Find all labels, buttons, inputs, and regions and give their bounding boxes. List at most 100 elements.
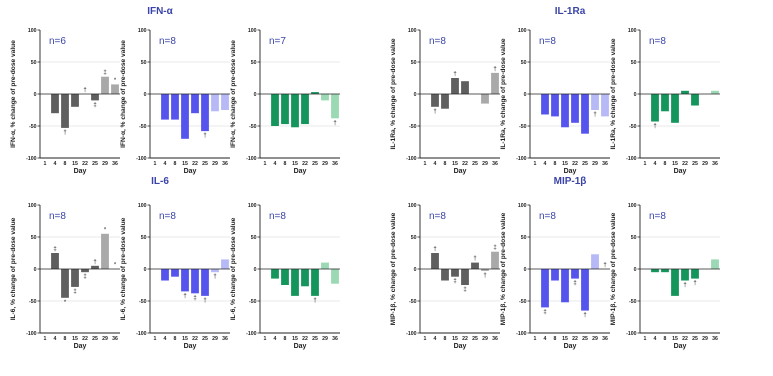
x-tick-label: 15 [562, 161, 568, 167]
y-tick-label: 50 [251, 60, 257, 66]
x-axis-label: Day [564, 168, 577, 175]
y-tick-label: 0 [634, 267, 637, 273]
significance-mark: † [453, 72, 456, 78]
significance-mark: † [213, 274, 216, 280]
chart-il-6-3: † -100 -50 0 50 100 1 4 8 15 22 25 29 36 Day IL-6, % ch… [230, 203, 340, 350]
y-tick-label: -100 [406, 331, 416, 337]
x-tick-label: 8 [64, 336, 67, 342]
bar-day-25 [201, 94, 209, 132]
panel-title-il-1ra: IL-1Ra [555, 6, 586, 17]
x-tick-label: 8 [284, 161, 287, 167]
bar-day-36 [491, 251, 499, 269]
x-tick-label: 15 [672, 336, 678, 342]
bar-day-29 [101, 233, 109, 269]
x-tick-label: 25 [472, 161, 478, 167]
panel-title-il-6: IL-6 [151, 176, 169, 187]
sample-size-label: n=8 [49, 211, 66, 222]
chart-ifn-alpha-2: † -100 -50 0 50 100 1 4 8 15 22 25 29 36 Day IFN-α, % c… [120, 28, 230, 175]
significance-mark: † [183, 293, 186, 299]
x-tick-label: 25 [312, 161, 318, 167]
y-tick-label: -100 [26, 331, 36, 337]
x-tick-label: 4 [164, 161, 167, 167]
bar-day-8 [61, 94, 69, 128]
significance-mark: * [104, 227, 107, 233]
significance-mark: † [473, 256, 476, 262]
x-tick-label: 29 [102, 336, 108, 342]
x-tick-label: 8 [174, 336, 177, 342]
bar-day-25 [691, 269, 699, 279]
bar-day-36 [221, 259, 229, 269]
bar-day-22 [301, 94, 309, 125]
significance-mark: ‡ [463, 287, 466, 293]
y-tick-label: -50 [409, 124, 417, 130]
y-tick-label: 50 [521, 235, 527, 241]
significance-mark: † [493, 66, 496, 72]
panel-title-ifn-alpha: IFN-α [147, 6, 173, 17]
x-tick-label: 22 [192, 336, 198, 342]
bar-day-25 [581, 94, 589, 134]
x-tick-label: 22 [302, 161, 308, 167]
bar-day-29 [481, 269, 489, 271]
y-tick-label: 0 [414, 267, 417, 273]
x-tick-label: 29 [482, 336, 488, 342]
y-tick-label: 100 [628, 28, 637, 34]
x-tick-label: 25 [92, 161, 98, 167]
bar-day-25 [91, 265, 99, 269]
significance-mark: † [63, 130, 66, 136]
x-tick-label: 36 [492, 161, 498, 167]
y-tick-label: 50 [521, 60, 527, 66]
y-axis-label: MIP-1β, % change of pre-dose value [500, 212, 507, 325]
significance-mark: ‡ [83, 274, 86, 280]
x-tick-label: 22 [572, 161, 578, 167]
x-tick-label: 4 [434, 336, 437, 342]
bar-day-8 [61, 269, 69, 298]
y-tick-label: 100 [138, 28, 147, 34]
x-tick-label: 22 [82, 336, 88, 342]
sample-size-label: n=8 [539, 211, 556, 222]
y-tick-label: -100 [626, 331, 636, 337]
sample-size-label: n=7 [269, 36, 286, 47]
x-tick-label: 1 [154, 336, 157, 342]
bar-day-4 [431, 253, 439, 269]
sample-size-label: n=8 [159, 36, 176, 47]
bar-day-8 [661, 269, 669, 273]
x-tick-label: 1 [424, 161, 427, 167]
x-tick-label: 36 [222, 161, 228, 167]
bar-day-4 [541, 269, 549, 308]
x-tick-label: 25 [202, 336, 208, 342]
bar-day-22 [571, 94, 579, 123]
x-tick-label: 1 [534, 336, 537, 342]
y-tick-label: -50 [629, 299, 637, 305]
y-axis-label: IL-1Ra, % change of pre-dose value [390, 38, 397, 149]
x-tick-label: 25 [582, 161, 588, 167]
x-tick-label: 29 [212, 161, 218, 167]
sample-size-label: n=8 [269, 211, 286, 222]
x-tick-label: 29 [592, 161, 598, 167]
bar-day-25 [471, 262, 479, 269]
x-axis-label: Day [454, 343, 467, 350]
bar-day-8 [551, 269, 559, 281]
bar-day-15 [71, 269, 79, 287]
y-axis-label: IL-1Ra, % change of pre-dose value [610, 38, 617, 149]
x-tick-label: 22 [682, 336, 688, 342]
y-axis-label: IL-6, % change of pre-dose value [120, 217, 127, 320]
x-tick-label: 15 [452, 161, 458, 167]
significance-mark: † [603, 263, 606, 269]
x-tick-label: 15 [562, 336, 568, 342]
x-tick-label: 4 [654, 161, 657, 167]
bar-day-29 [591, 254, 599, 269]
y-axis-label: IFN-α, % change of pre-dose value [120, 40, 127, 148]
x-tick-label: 25 [692, 336, 698, 342]
bar-day-15 [291, 94, 299, 128]
bar-day-25 [691, 94, 699, 106]
bar-day-8 [661, 94, 669, 112]
bar-day-36 [711, 90, 719, 94]
y-tick-label: -50 [519, 124, 527, 130]
x-tick-label: 22 [302, 336, 308, 342]
bar-day-4 [541, 94, 549, 115]
significance-mark: † [693, 281, 696, 287]
y-tick-label: -100 [626, 156, 636, 162]
y-axis-label: IL-6, % change of pre-dose value [10, 217, 17, 320]
x-tick-label: 36 [492, 336, 498, 342]
significance-mark: ‡ [103, 70, 106, 76]
